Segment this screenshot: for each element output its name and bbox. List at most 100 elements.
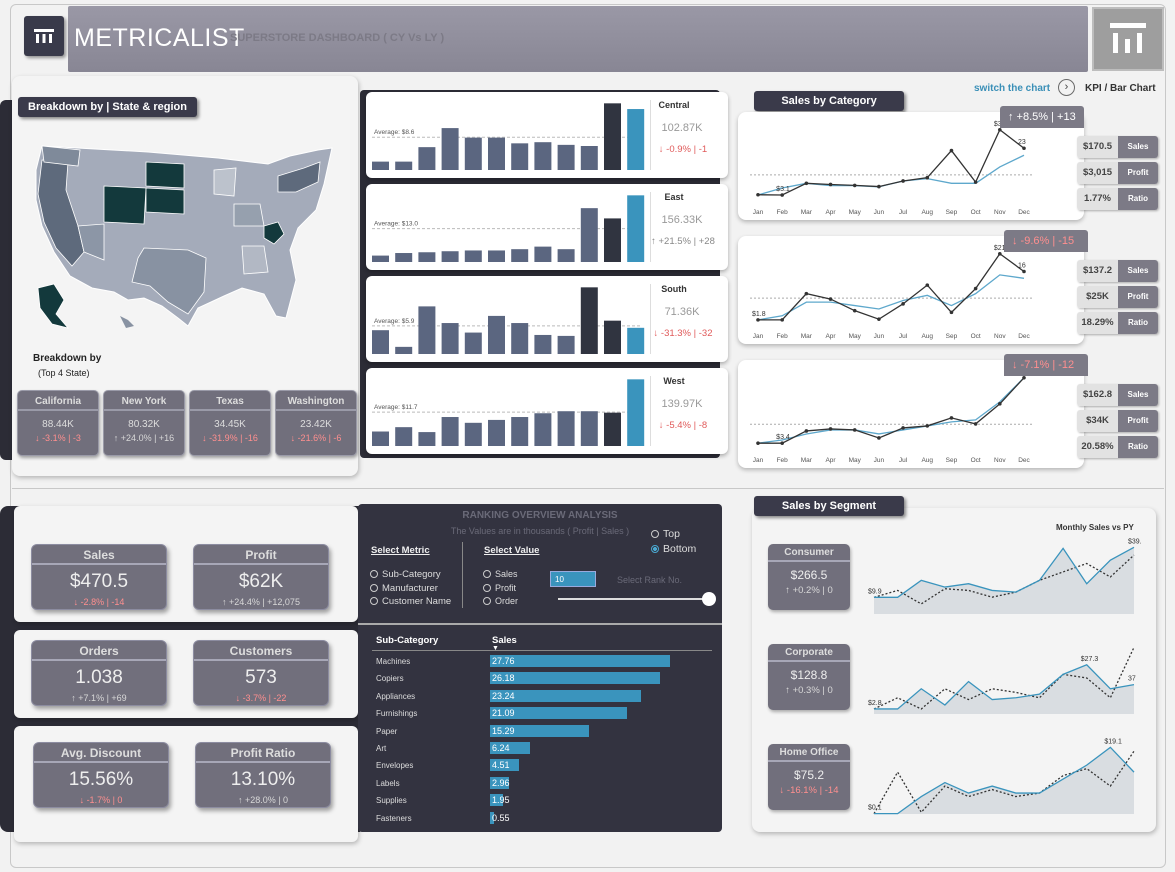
category-kpi-button[interactable]: $34K Profit — [1077, 410, 1158, 432]
rank-bar[interactable] — [490, 776, 510, 789]
category-kpi-button[interactable]: $137.2 Sales — [1077, 260, 1158, 282]
region-bar — [557, 335, 575, 354]
region-panel[interactable]: Average: $5.9 South 71.36K ↓ -31.3% | -32 — [366, 276, 728, 362]
rank-number-input[interactable]: 10 — [550, 571, 596, 587]
category-kpi-value: 20.58% — [1077, 436, 1118, 458]
rank-bar[interactable] — [490, 724, 590, 737]
radio-label: Order — [495, 596, 519, 606]
rank-row-name[interactable]: Furnishings — [376, 709, 418, 719]
radio-option[interactable]: Order — [483, 596, 518, 606]
region-bar — [627, 195, 645, 262]
rank-bar[interactable] — [490, 742, 531, 754]
data-label: 37 — [1128, 676, 1136, 683]
kpi-card[interactable]: Avg. Discount 15.56% ↓ -1.7% | 0 — [33, 742, 169, 808]
kpi-card[interactable]: Sales $470.5 ↓ -2.8% | -14 — [31, 544, 167, 610]
ranking-rule — [358, 623, 722, 625]
cy-point — [949, 310, 954, 315]
month-tick: Feb — [777, 333, 789, 340]
segment-card[interactable]: Consumer $266.5 ↑ +0.2% | 0 — [768, 544, 850, 610]
category-line-panel[interactable]: $1.8 $21.2 16 Jan Feb Mar Apr May Jun Jul Aug Sep Oc… — [738, 236, 1084, 344]
category-line-panel[interactable]: $3.436JanFebMarAprMayJunJulAugSepOctNovD… — [738, 360, 1084, 468]
radio-option[interactable]: Manufacturer — [370, 583, 438, 594]
region-panel[interactable]: Average: $11.7 West 139.97K ↓ -5.4% | -8 — [366, 368, 728, 454]
us-map[interactable] — [28, 130, 348, 345]
rank-number-label: Select Rank No. — [617, 575, 683, 585]
sort-down-icon[interactable]: ▼ — [492, 645, 499, 652]
kpi-card[interactable]: Profit Ratio 13.10% ↑ +28.0% | 0 — [195, 742, 331, 808]
segment-line-chart[interactable]: $2.8 $27.3 37 — [862, 636, 1142, 723]
category-kpi-button[interactable]: $170.5 Sales — [1077, 136, 1158, 158]
kpi-card[interactable]: Profit $62K ↑ +24.4% | +12,075 — [193, 544, 329, 610]
state-card[interactable]: New York 80.32K ↑ +24.0% | +16 — [103, 390, 185, 456]
category-kpi-button[interactable]: 20.58% Ratio — [1077, 436, 1158, 458]
rank-row-name[interactable]: Fasteners — [376, 813, 412, 823]
category-kpi-button[interactable]: $3,015 Profit — [1077, 162, 1158, 184]
kpi-card[interactable]: Orders 1.038 ↑ +7.1% | +69 — [31, 640, 167, 706]
segment-value: $266.5 — [790, 568, 828, 582]
kpi-card[interactable]: Customers 573 ↓ -3.7% | -22 — [193, 640, 329, 706]
rank-row-name[interactable]: Labels — [376, 778, 400, 788]
month-tick: Aug — [921, 333, 933, 340]
category-line-panel[interactable]: $3.1$30.923JanFebMarAprMayJunJulAugSepOc… — [738, 112, 1084, 220]
rank-row-name[interactable]: Copiers — [376, 674, 404, 684]
region-bar — [627, 327, 645, 354]
switch-chart-button[interactable]: › — [1058, 79, 1075, 96]
category-kpi-label: Profit — [1118, 286, 1158, 308]
rank-row-name[interactable]: Supplies — [376, 796, 407, 806]
rank-bar[interactable] — [490, 655, 670, 667]
rank-bar[interactable] — [490, 759, 520, 772]
segment-card[interactable]: Home Office $75.2 ↓ -16.1% | -14 — [768, 744, 850, 810]
month-tick: Jul — [899, 457, 908, 464]
radio-option[interactable]: Top — [651, 528, 680, 540]
rank-slider-thumb[interactable] — [702, 592, 716, 606]
value-label: Select Value — [484, 545, 540, 556]
state-card[interactable]: California 88.44K ↓ -3.1% | -3 — [17, 390, 99, 456]
rank-bar[interactable] — [490, 689, 641, 702]
region-bar — [511, 417, 529, 446]
rank-col-sales[interactable]: Sales — [492, 635, 517, 646]
segment-line-chart[interactable]: $9.9 $39.6 — [862, 536, 1146, 623]
radio-option[interactable]: Sales — [483, 569, 518, 579]
region-panel[interactable]: Average: $13.0 East 156.33K ↑ +21.5% | +28 — [366, 184, 728, 270]
rank-bar[interactable] — [490, 794, 503, 807]
state-card[interactable]: Texas 34.45K ↓ -31.9% | -16 — [189, 390, 271, 456]
radio-option[interactable]: Customer Name — [370, 596, 451, 607]
category-kpi-button[interactable]: $162.8 Sales — [1077, 384, 1158, 406]
category-kpi-button[interactable]: $25K Profit — [1077, 286, 1158, 308]
region-bar — [464, 332, 482, 354]
switch-chart-label: switch the chart — [974, 83, 1051, 94]
category-kpi-button[interactable]: 18.29% Ratio — [1077, 312, 1158, 334]
rank-row-name[interactable]: Envelopes — [376, 761, 414, 771]
segment-card[interactable]: Corporate $128.8 ↑ +0.3% | 0 — [768, 644, 850, 710]
segment-value: $128.8 — [790, 668, 828, 682]
region-bar-chart: Average: $13.0 — [372, 195, 645, 262]
radio-option[interactable]: Bottom — [651, 543, 696, 555]
radio-option[interactable]: Sub-Category — [370, 569, 441, 580]
month-tick: May — [849, 333, 862, 340]
region-bar — [604, 320, 621, 354]
radio-label: Customer Name — [382, 596, 452, 607]
region-bar — [418, 306, 436, 354]
region-delta: ↓ -5.4% | -8 — [658, 420, 708, 431]
ranking-panel: RANKING OVERVIEW ANALYSIS The Values are… — [358, 504, 722, 832]
rank-col-subcategory[interactable]: Sub-Category — [376, 635, 439, 646]
region-panel[interactable]: Average: $8.6 Central 102.87K ↓ -0.9% | -1 — [366, 92, 728, 178]
segment-line-chart[interactable]: $0.1 $19.1 — [862, 736, 1142, 823]
state-card[interactable]: Washington 23.42K ↓ -21.6% | -6 — [275, 390, 357, 456]
radio-icon — [483, 583, 491, 592]
category-kpi-value: $34K — [1077, 410, 1118, 432]
rank-bar[interactable] — [490, 672, 660, 685]
rank-row-name[interactable]: Art — [376, 744, 387, 753]
rank-bar[interactable] — [490, 811, 494, 824]
rank-row-name[interactable]: Appliances — [376, 691, 416, 701]
radio-option[interactable]: Profit — [483, 583, 516, 593]
region-bar — [557, 411, 575, 446]
rank-row-name[interactable]: Machines — [376, 657, 411, 666]
region-bar — [511, 143, 529, 170]
region-bar — [464, 422, 482, 446]
rank-slider-track[interactable] — [558, 598, 710, 600]
category-kpi-button[interactable]: 1.77% Ratio — [1077, 188, 1158, 210]
rank-row-name[interactable]: Paper — [376, 726, 398, 736]
rank-bar[interactable] — [490, 707, 627, 720]
category-kpi-value: $170.5 — [1077, 136, 1118, 158]
